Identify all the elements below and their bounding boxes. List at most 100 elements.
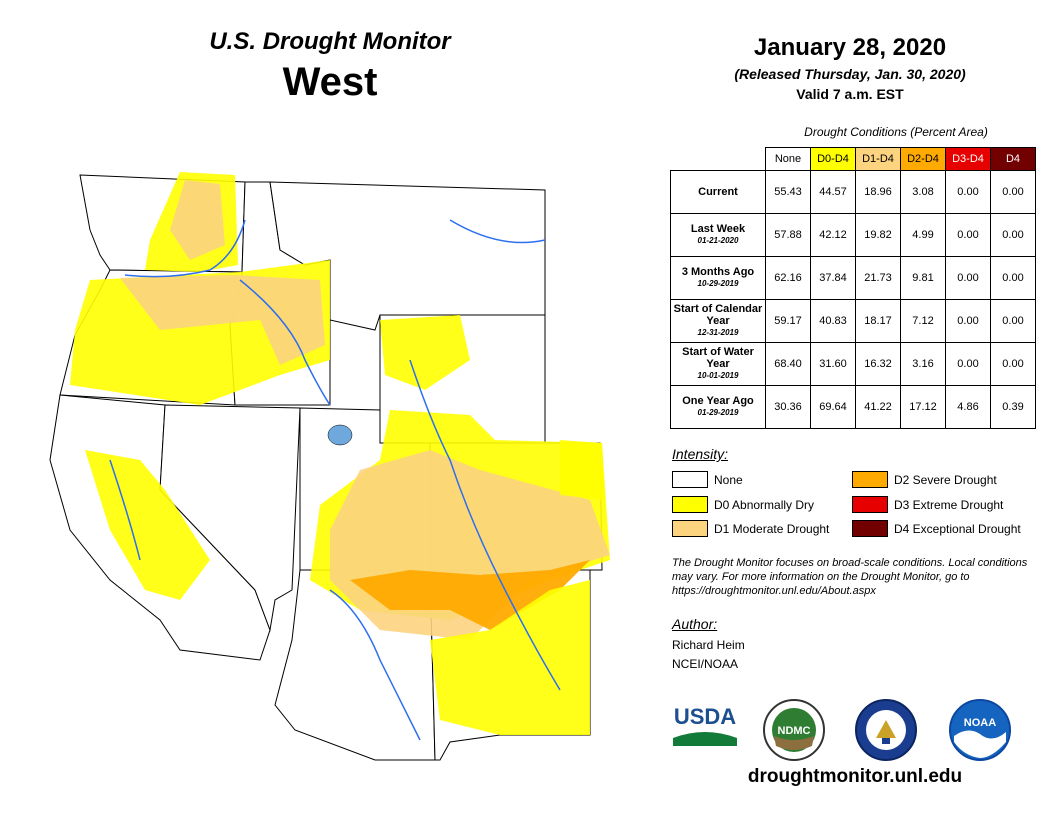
legend-swatch xyxy=(672,520,708,537)
table-cell: 31.60 xyxy=(810,342,856,386)
table-cell: 0.00 xyxy=(990,170,1036,214)
table-cell: 40.83 xyxy=(810,299,856,343)
legend-label: D1 Moderate Drought xyxy=(714,521,830,536)
table-cell: 62.16 xyxy=(765,256,811,300)
table-cell: 30.36 xyxy=(765,385,811,429)
table-cell: 3.16 xyxy=(900,342,946,386)
row-label: One Year Ago 01-29-2019 xyxy=(670,385,766,429)
author-title: Author: xyxy=(672,616,718,632)
row-label: Start of Calendar Year 12-31-2019 xyxy=(670,299,766,343)
nevada-state xyxy=(159,404,301,632)
legend-swatch xyxy=(672,496,708,513)
d1-washington xyxy=(170,180,225,260)
table-cell: 68.40 xyxy=(765,342,811,386)
column-header: None xyxy=(765,147,811,171)
legend-label: D0 Abnormally Dry xyxy=(714,497,815,512)
legend-item-d3: D3 Extreme Drought xyxy=(852,496,1003,513)
table-cell: 55.43 xyxy=(765,170,811,214)
usdoc-seal-logo xyxy=(855,699,917,761)
table-cell: 0.39 xyxy=(990,385,1036,429)
table-cell: 37.84 xyxy=(810,256,856,300)
column-header: D2-D4 xyxy=(900,147,946,171)
legend-swatch xyxy=(852,520,888,537)
header-right: January 28, 2020 (Released Thursday, Jan… xyxy=(680,34,1020,102)
table-cell: 4.86 xyxy=(945,385,991,429)
table-cell: 0.00 xyxy=(945,213,991,257)
legend-label: D3 Extreme Drought xyxy=(894,497,1004,512)
legend-label: D2 Severe Drought xyxy=(894,472,997,487)
table-cell: 18.96 xyxy=(855,170,901,214)
table-caption: Drought Conditions (Percent Area) xyxy=(804,125,988,139)
product-title: U.S. Drought Monitor xyxy=(209,28,451,55)
table-cell: 69.64 xyxy=(810,385,856,429)
website-url[interactable]: droughtmonitor.unl.edu xyxy=(747,766,963,787)
table-row: Start of Water Year 10-01-2019 68.40 31.6… xyxy=(670,342,1036,386)
table-cell: 59.17 xyxy=(765,299,811,343)
table-cell: 18.17 xyxy=(855,299,901,343)
table-cell: 0.00 xyxy=(990,299,1036,343)
header-left: U.S. Drought Monitor West xyxy=(150,28,510,105)
table-cell: 0.00 xyxy=(945,342,991,386)
table-cell: 17.12 xyxy=(900,385,946,429)
table-cell: 7.12 xyxy=(900,299,946,343)
d0-wyoming xyxy=(380,315,470,390)
legend-item-none: None xyxy=(672,471,743,488)
usda-logo: USDA xyxy=(673,704,737,746)
d2-four-corners xyxy=(350,560,590,630)
ndmc-logo: NDMC xyxy=(763,699,825,761)
legend-label: None xyxy=(714,472,743,487)
table-row: Last Week 01-21-2020 57.88 42.12 19.82 4.… xyxy=(670,213,1036,257)
table-cell: 57.88 xyxy=(765,213,811,257)
drought-statistics-table: None D0-D4 D1-D4 D2-D4 D3-D4 D4 Current … xyxy=(670,147,1036,429)
table-cell: 0.00 xyxy=(945,170,991,214)
column-header: D3-D4 xyxy=(945,147,991,171)
disclaimer: The Drought Monitor focuses on broad-sca… xyxy=(672,557,1028,597)
table-cell: 16.32 xyxy=(855,342,901,386)
table-cell: 0.00 xyxy=(945,299,991,343)
d0-east-colorado xyxy=(560,440,605,500)
row-label: Current xyxy=(670,170,766,214)
table-cell: 19.82 xyxy=(855,213,901,257)
table-cell: 44.57 xyxy=(810,170,856,214)
d1-oregon xyxy=(120,275,325,365)
table-corner xyxy=(671,148,766,171)
table-row: 3 Months Ago 10-29-2019 62.16 37.84 21.73… xyxy=(670,256,1036,300)
table-cell: 4.99 xyxy=(900,213,946,257)
table-cell: 0.00 xyxy=(990,256,1036,300)
legend-item-d4: D4 Exceptional Drought xyxy=(852,520,1021,537)
legend-swatch xyxy=(852,471,888,488)
table-cell: 42.12 xyxy=(810,213,856,257)
table-cell: 0.00 xyxy=(990,213,1036,257)
legend-label: D4 Exceptional Drought xyxy=(894,521,1021,536)
drought-areas xyxy=(70,172,610,735)
table-cell: 0.00 xyxy=(990,342,1036,386)
author-org: NCEI/NOAA xyxy=(672,657,739,671)
d0-california xyxy=(85,450,210,600)
rivers xyxy=(109,219,561,741)
region-title: West xyxy=(282,60,378,104)
row-label: Last Week 01-21-2020 xyxy=(670,213,766,257)
author-name: Richard Heim xyxy=(672,638,745,652)
d0-new-mexico xyxy=(430,580,590,735)
legend-swatch xyxy=(852,496,888,513)
usda-logo-text: USDA xyxy=(674,704,736,729)
ndmc-logo-text: NDMC xyxy=(778,725,811,737)
table-cell: 9.81 xyxy=(900,256,946,300)
legend-swatch xyxy=(672,471,708,488)
column-header: D1-D4 xyxy=(855,147,901,171)
legend-item-d1: D1 Moderate Drought xyxy=(672,520,829,537)
table-row: Current 55.43 44.57 18.96 3.08 0.00 0.00 xyxy=(670,170,1036,214)
table-row: Start of Calendar Year 12-31-2019 59.17 4… xyxy=(670,299,1036,343)
legend-title: Intensity: xyxy=(672,446,729,462)
column-header: D4 xyxy=(990,147,1036,171)
row-label: 3 Months Ago 10-29-2019 xyxy=(670,256,766,300)
great-salt-lake xyxy=(327,424,353,446)
column-header: D0-D4 xyxy=(810,147,856,171)
table-cell: 0.00 xyxy=(945,256,991,300)
montana-state xyxy=(269,181,546,331)
map-date: January 28, 2020 xyxy=(753,34,947,61)
table-cell: 41.22 xyxy=(855,385,901,429)
valid-time: Valid 7 a.m. EST xyxy=(796,86,904,102)
table-cell: 21.73 xyxy=(855,256,901,300)
table-cell: 3.08 xyxy=(900,170,946,214)
